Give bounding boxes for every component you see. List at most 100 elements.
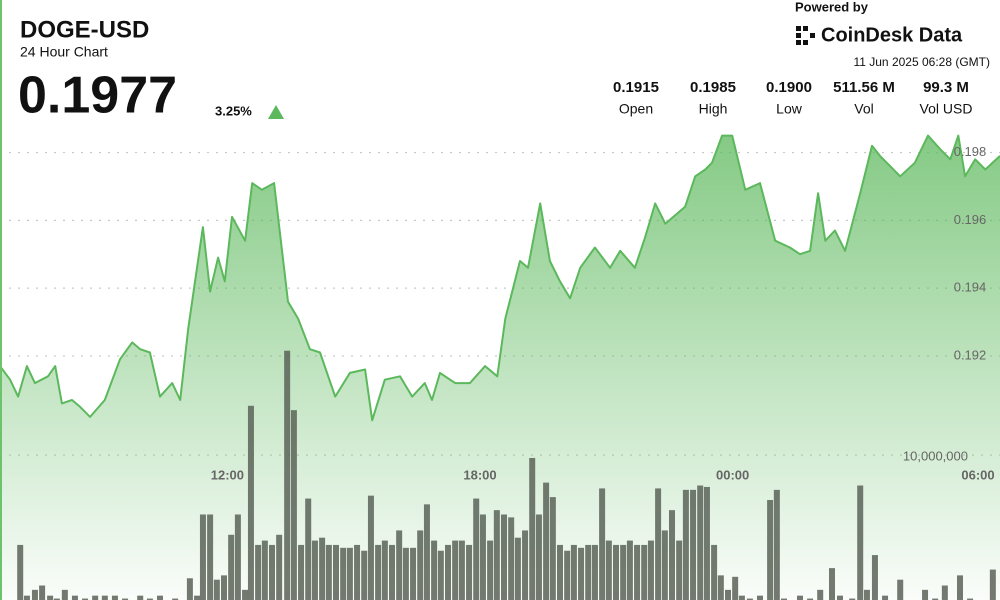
x-tick-label: 06:00	[961, 467, 994, 482]
volume-bar	[431, 540, 438, 600]
volume-bar	[111, 595, 118, 600]
volume-bar	[661, 530, 668, 600]
volume-bar	[458, 540, 465, 600]
volume-bar	[402, 547, 409, 600]
volume-bar	[269, 544, 275, 600]
volume-bar	[53, 598, 60, 600]
volume-bar	[39, 585, 46, 600]
change: 3.25%	[215, 103, 252, 118]
volume-bar	[389, 544, 395, 600]
x-tick-label: 00:00	[716, 467, 749, 482]
volume-bar	[773, 489, 780, 600]
volume-bar	[957, 575, 963, 600]
x-tick-label: 18:00	[463, 467, 496, 482]
stat-label: Low	[776, 101, 803, 117]
volume-bar	[234, 514, 241, 600]
volume-bar	[732, 576, 739, 600]
volume-bar	[361, 550, 368, 600]
volume-bar	[613, 544, 619, 600]
stat-value: 0.1985	[690, 79, 736, 96]
volume-bar	[410, 547, 417, 600]
volume-bar	[501, 514, 507, 600]
volume-bar	[479, 514, 486, 600]
volume-bar	[797, 595, 803, 600]
volume-bar	[487, 540, 494, 600]
y-tick-label: 0.194	[954, 280, 987, 295]
volume-bar	[591, 544, 598, 600]
volume-bar	[757, 595, 763, 600]
subtitle: 24 Hour Chart	[20, 44, 108, 60]
volume-bar	[186, 578, 193, 600]
volume-bar	[634, 544, 641, 600]
volume-bar	[375, 544, 382, 600]
volume-bar	[452, 540, 459, 600]
volume-bar	[578, 547, 585, 600]
volume-bar	[655, 488, 662, 600]
volume-bar	[746, 598, 753, 600]
volume-bar	[620, 544, 627, 600]
volume-bar	[508, 517, 515, 600]
volume-bar	[626, 540, 633, 600]
stat-value: 0.1915	[613, 79, 659, 96]
volume-bar	[137, 595, 144, 600]
volume-bar	[437, 550, 444, 600]
volume-bar	[396, 530, 403, 600]
volume-bar	[194, 595, 201, 600]
volume-bar	[381, 540, 388, 600]
volume-bar	[261, 540, 268, 600]
volume-bar	[535, 514, 542, 600]
y-tick-label: 0.196	[954, 212, 987, 227]
volume-bar	[543, 482, 550, 600]
volume-bar	[522, 530, 529, 600]
volume-bar	[647, 540, 654, 600]
powered-by: Powered by	[795, 0, 869, 14]
volume-bar	[682, 489, 689, 600]
brand-icon	[796, 26, 815, 45]
volume-bar	[514, 537, 521, 600]
chart-title: DOGE-USD	[20, 16, 149, 43]
stat-label: Open	[619, 101, 653, 117]
volume-bar	[305, 498, 312, 600]
volume-bar	[564, 550, 571, 600]
volume-bar	[242, 589, 249, 600]
stat-label: Vol USD	[920, 101, 973, 117]
volume-bar	[346, 547, 353, 600]
volume-bar	[570, 544, 577, 600]
volume-bar	[932, 598, 939, 600]
volume-bar	[717, 575, 724, 600]
volume-bar	[725, 589, 731, 600]
stat-value: 0.1900	[766, 79, 812, 96]
price: 0.1977	[18, 67, 177, 125]
volume-bar	[199, 514, 206, 600]
volume-bar	[47, 595, 54, 600]
volume-bar	[340, 547, 347, 600]
stat-value: 99.3 M	[923, 79, 969, 96]
volume-bar	[298, 544, 305, 600]
volume-bar	[466, 544, 473, 600]
volume-bar	[157, 595, 163, 600]
volume-bar	[605, 540, 612, 600]
volume-bar	[92, 595, 99, 600]
volume-bar	[445, 544, 451, 600]
volume-bar	[767, 500, 774, 600]
volume-bar	[122, 598, 129, 600]
stat-label: High	[699, 101, 728, 117]
volume-bar	[319, 537, 326, 600]
volume-bar	[284, 350, 291, 600]
volume-bar	[599, 488, 606, 600]
volume-bar	[101, 595, 108, 600]
volume-bar	[837, 595, 843, 600]
volume-bar	[354, 544, 361, 600]
volume-bar	[71, 595, 78, 600]
volume-bar	[817, 589, 824, 600]
volume-bar	[221, 575, 227, 600]
volume-bar	[829, 568, 835, 600]
stat-value: 511.56 M	[833, 79, 895, 96]
y-tick-label: 0.198	[954, 144, 987, 159]
volume-bar	[61, 589, 68, 600]
volume-bar	[857, 485, 864, 600]
timestamp: 11 Jun 2025 06:28 (GMT)	[853, 55, 990, 69]
volume-bar	[228, 534, 235, 600]
price-line	[0, 134, 1000, 422]
